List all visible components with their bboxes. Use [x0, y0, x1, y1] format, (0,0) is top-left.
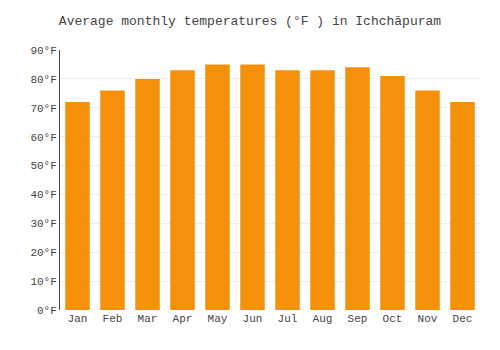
svg-text:Dec: Dec [453, 313, 473, 325]
svg-text:Jun: Jun [243, 313, 263, 325]
svg-text:Average monthly temperatures (: Average monthly temperatures (°F ) in Ic… [59, 14, 441, 29]
svg-text:Apr: Apr [173, 313, 193, 325]
svg-text:20°F: 20°F [30, 247, 56, 259]
svg-text:Sep: Sep [348, 313, 368, 325]
svg-text:Jan: Jan [68, 313, 88, 325]
svg-text:0°F: 0°F [37, 305, 57, 317]
svg-text:80°F: 80°F [30, 74, 56, 86]
svg-text:Feb: Feb [103, 313, 123, 325]
svg-text:40°F: 40°F [30, 189, 56, 201]
svg-text:Mar: Mar [138, 313, 158, 325]
svg-text:Nov: Nov [418, 313, 438, 325]
svg-text:Oct: Oct [383, 313, 403, 325]
svg-text:Aug: Aug [313, 313, 333, 325]
svg-text:Jul: Jul [278, 313, 298, 325]
svg-text:70°F: 70°F [30, 103, 56, 115]
svg-text:30°F: 30°F [30, 218, 56, 230]
svg-text:10°F: 10°F [30, 276, 56, 288]
svg-text:60°F: 60°F [30, 132, 56, 144]
svg-text:50°F: 50°F [30, 160, 56, 172]
svg-text:90°F: 90°F [30, 45, 56, 57]
svg-text:May: May [208, 313, 228, 325]
